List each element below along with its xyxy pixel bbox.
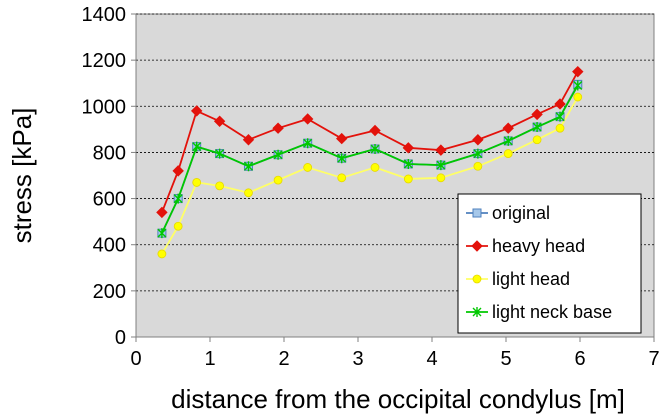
data-point-light-head-5 — [273, 175, 283, 185]
legend-swatch-marker-light-neck-base — [472, 307, 482, 317]
data-point-light-neck-base-10 — [436, 160, 446, 171]
data-point-light-head-12 — [503, 149, 513, 158]
data-point-light-head-13 — [532, 135, 542, 145]
x-tick-label-2: 2 — [278, 348, 289, 370]
data-point-light-head-11 — [473, 161, 483, 171]
data-point-light-head-7 — [337, 173, 347, 183]
legend-label-light-neck-base: light neck base — [492, 302, 612, 322]
data-point-heavy-head-11 — [472, 134, 484, 146]
data-point-light-head-2 — [192, 178, 202, 187]
data-point-light-neck-base-15 — [573, 80, 583, 91]
legend: original heavy head light head light neck b… — [457, 193, 642, 334]
y-tick-label-2: 400 — [93, 235, 126, 257]
data-point-light-head-0 — [157, 249, 167, 259]
x-tick-label-3: 3 — [352, 348, 363, 370]
y-tick-label-7: 1400 — [82, 4, 127, 26]
x-tick-label-0: 0 — [130, 348, 141, 370]
data-point-light-head-15 — [573, 92, 583, 102]
data-point-heavy-head-15 — [572, 65, 584, 78]
data-point-light-neck-base-14 — [555, 111, 565, 122]
legend-label-heavy-head: heavy head — [492, 236, 585, 256]
data-point-heavy-head-7 — [336, 132, 348, 145]
axes — [131, 13, 655, 342]
tick-labels: 0 200 400 600 800 1000 1200 1400 0 1 2 3 4 5 6 7 — [82, 4, 660, 370]
legend-label-original: original — [492, 203, 550, 223]
data-point-light-neck-base-1 — [173, 193, 183, 204]
x-tick-label-4: 4 — [426, 348, 437, 370]
x-axis-title: distance from the occipital condylus [m] — [171, 384, 625, 414]
data-point-heavy-head-6 — [301, 113, 314, 125]
y-tick-label-3: 600 — [93, 189, 126, 211]
y-tick-label-6: 1200 — [82, 50, 127, 72]
data-point-heavy-head-5 — [272, 122, 284, 134]
data-point-heavy-head-0 — [156, 206, 168, 219]
legend-item-light-head: light head — [466, 269, 570, 289]
data-point-light-head-6 — [303, 163, 313, 172]
legend-swatch-marker-original — [472, 208, 482, 218]
series-light-neck-base — [157, 80, 583, 239]
data-point-light-neck-base-3 — [215, 148, 225, 159]
data-point-light-neck-base-8 — [370, 143, 380, 154]
data-point-light-head-3 — [215, 181, 225, 191]
data-point-heavy-head-1 — [172, 165, 184, 177]
data-point-light-head-10 — [436, 173, 446, 183]
data-point-heavy-head-13 — [531, 108, 543, 121]
data-point-light-neck-base-9 — [403, 158, 413, 169]
data-point-heavy-head-10 — [435, 144, 447, 156]
x-tick-label-1: 1 — [204, 348, 215, 370]
data-point-light-neck-base-5 — [273, 149, 283, 160]
data-point-light-neck-base-13 — [532, 122, 542, 133]
data-point-light-neck-base-4 — [243, 161, 253, 172]
series-light-head — [157, 92, 583, 259]
data-point-heavy-head-9 — [402, 142, 415, 154]
y-tick-label-0: 0 — [115, 327, 126, 349]
series-heavy-head — [156, 65, 584, 219]
x-tick-label-7: 7 — [648, 348, 659, 370]
y-tick-label-4: 800 — [93, 142, 126, 164]
legend-swatch-marker-heavy-head — [471, 240, 483, 252]
legend-label-light-head: light head — [492, 269, 570, 289]
data-point-light-neck-base-7 — [337, 153, 347, 164]
data-point-light-head-8 — [370, 163, 380, 172]
data-point-light-head-4 — [244, 188, 253, 198]
data-point-heavy-head-2 — [190, 105, 203, 117]
legend-item-light-neck-base: light neck base — [466, 302, 612, 322]
data-point-light-neck-base-2 — [192, 141, 202, 152]
y-axis-title: stress [kPa] — [7, 108, 37, 244]
y-tick-label-1: 200 — [93, 281, 126, 303]
data-point-heavy-head-14 — [554, 98, 566, 110]
data-point-light-neck-base-0 — [157, 228, 167, 239]
data-point-light-neck-base-6 — [303, 138, 313, 149]
series-line-light-neck-base — [161, 85, 579, 234]
legend-item-heavy-head: heavy head — [466, 236, 585, 256]
data-point-light-head-9 — [403, 174, 413, 184]
data-point-light-head-1 — [173, 221, 183, 231]
legend-box — [457, 193, 642, 334]
y-tick-label-5: 1000 — [82, 96, 127, 118]
data-point-heavy-head-12 — [502, 122, 514, 134]
data-point-heavy-head-3 — [213, 115, 226, 127]
x-tick-label-5: 5 — [500, 348, 511, 370]
data-point-light-head-14 — [555, 123, 565, 133]
data-point-heavy-head-4 — [242, 134, 255, 146]
data-point-light-neck-base-11 — [473, 148, 483, 159]
series-line-heavy-head — [161, 71, 579, 213]
series-group — [156, 65, 584, 259]
data-point-light-neck-base-12 — [503, 135, 513, 146]
x-tick-label-6: 6 — [574, 348, 585, 370]
series-line-light-head — [161, 96, 579, 255]
legend-swatch-marker-light-head — [472, 274, 482, 284]
legend-item-original: original — [466, 203, 550, 223]
data-point-heavy-head-8 — [369, 124, 381, 137]
